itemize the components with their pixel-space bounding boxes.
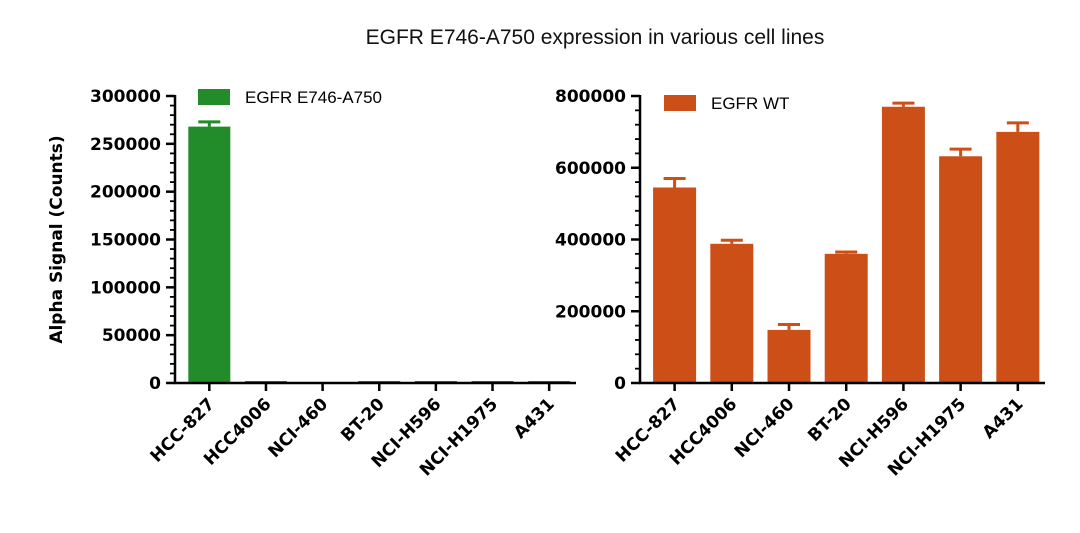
- figure-title: EGFR E746-A750 expression in various cel…: [366, 26, 825, 49]
- y-tick-label: 600000: [555, 159, 626, 179]
- y-tick-label: 300000: [90, 87, 161, 107]
- x-tick-label: NCI-460: [731, 394, 799, 462]
- bar-bt-20: [824, 253, 868, 383]
- y-tick-label: 100000: [90, 278, 161, 298]
- x-tick-label: A431: [979, 394, 1028, 443]
- x-tick-label: A431: [510, 394, 559, 443]
- legend-swatch: [198, 89, 230, 105]
- y-tick-label: 0: [149, 374, 161, 394]
- x-tick-label: NCI-460: [265, 394, 333, 462]
- x-tick-label: BT-20: [804, 394, 856, 446]
- bar-nci-460: [767, 329, 811, 383]
- y-tick-label: 150000: [90, 231, 161, 251]
- y-axis-title: Alpha Signal (Counts): [47, 135, 67, 343]
- legend-swatch: [664, 95, 696, 111]
- bar-hcc-827: [653, 187, 697, 383]
- y-tick-label: 250000: [90, 135, 161, 155]
- bar-nci-h596: [881, 106, 925, 383]
- y-tick-label: 200000: [90, 183, 161, 203]
- legend-label: EGFR E746-A750: [245, 88, 382, 107]
- bar-hcc-827: [188, 126, 231, 383]
- y-tick-label: 800000: [555, 87, 626, 107]
- bar-nci-h1975: [939, 156, 983, 383]
- x-tick-label: BT-20: [337, 394, 389, 446]
- bar-a431: [996, 131, 1040, 383]
- y-tick-label: 50000: [102, 326, 161, 346]
- bar-hcc4006: [710, 243, 754, 383]
- y-tick-label: 0: [614, 374, 626, 394]
- y-tick-label: 200000: [555, 302, 626, 322]
- legend-label: EGFR WT: [711, 94, 789, 113]
- panel-egfr-wildtype: EGFR WT0200000400000600000800000HCC-827H…: [555, 87, 1045, 480]
- y-tick-label: 400000: [555, 231, 626, 251]
- panel-egfr-mutant: EGFR E746-A750 0 50000 100000 150000 200000 25…: [47, 87, 576, 480]
